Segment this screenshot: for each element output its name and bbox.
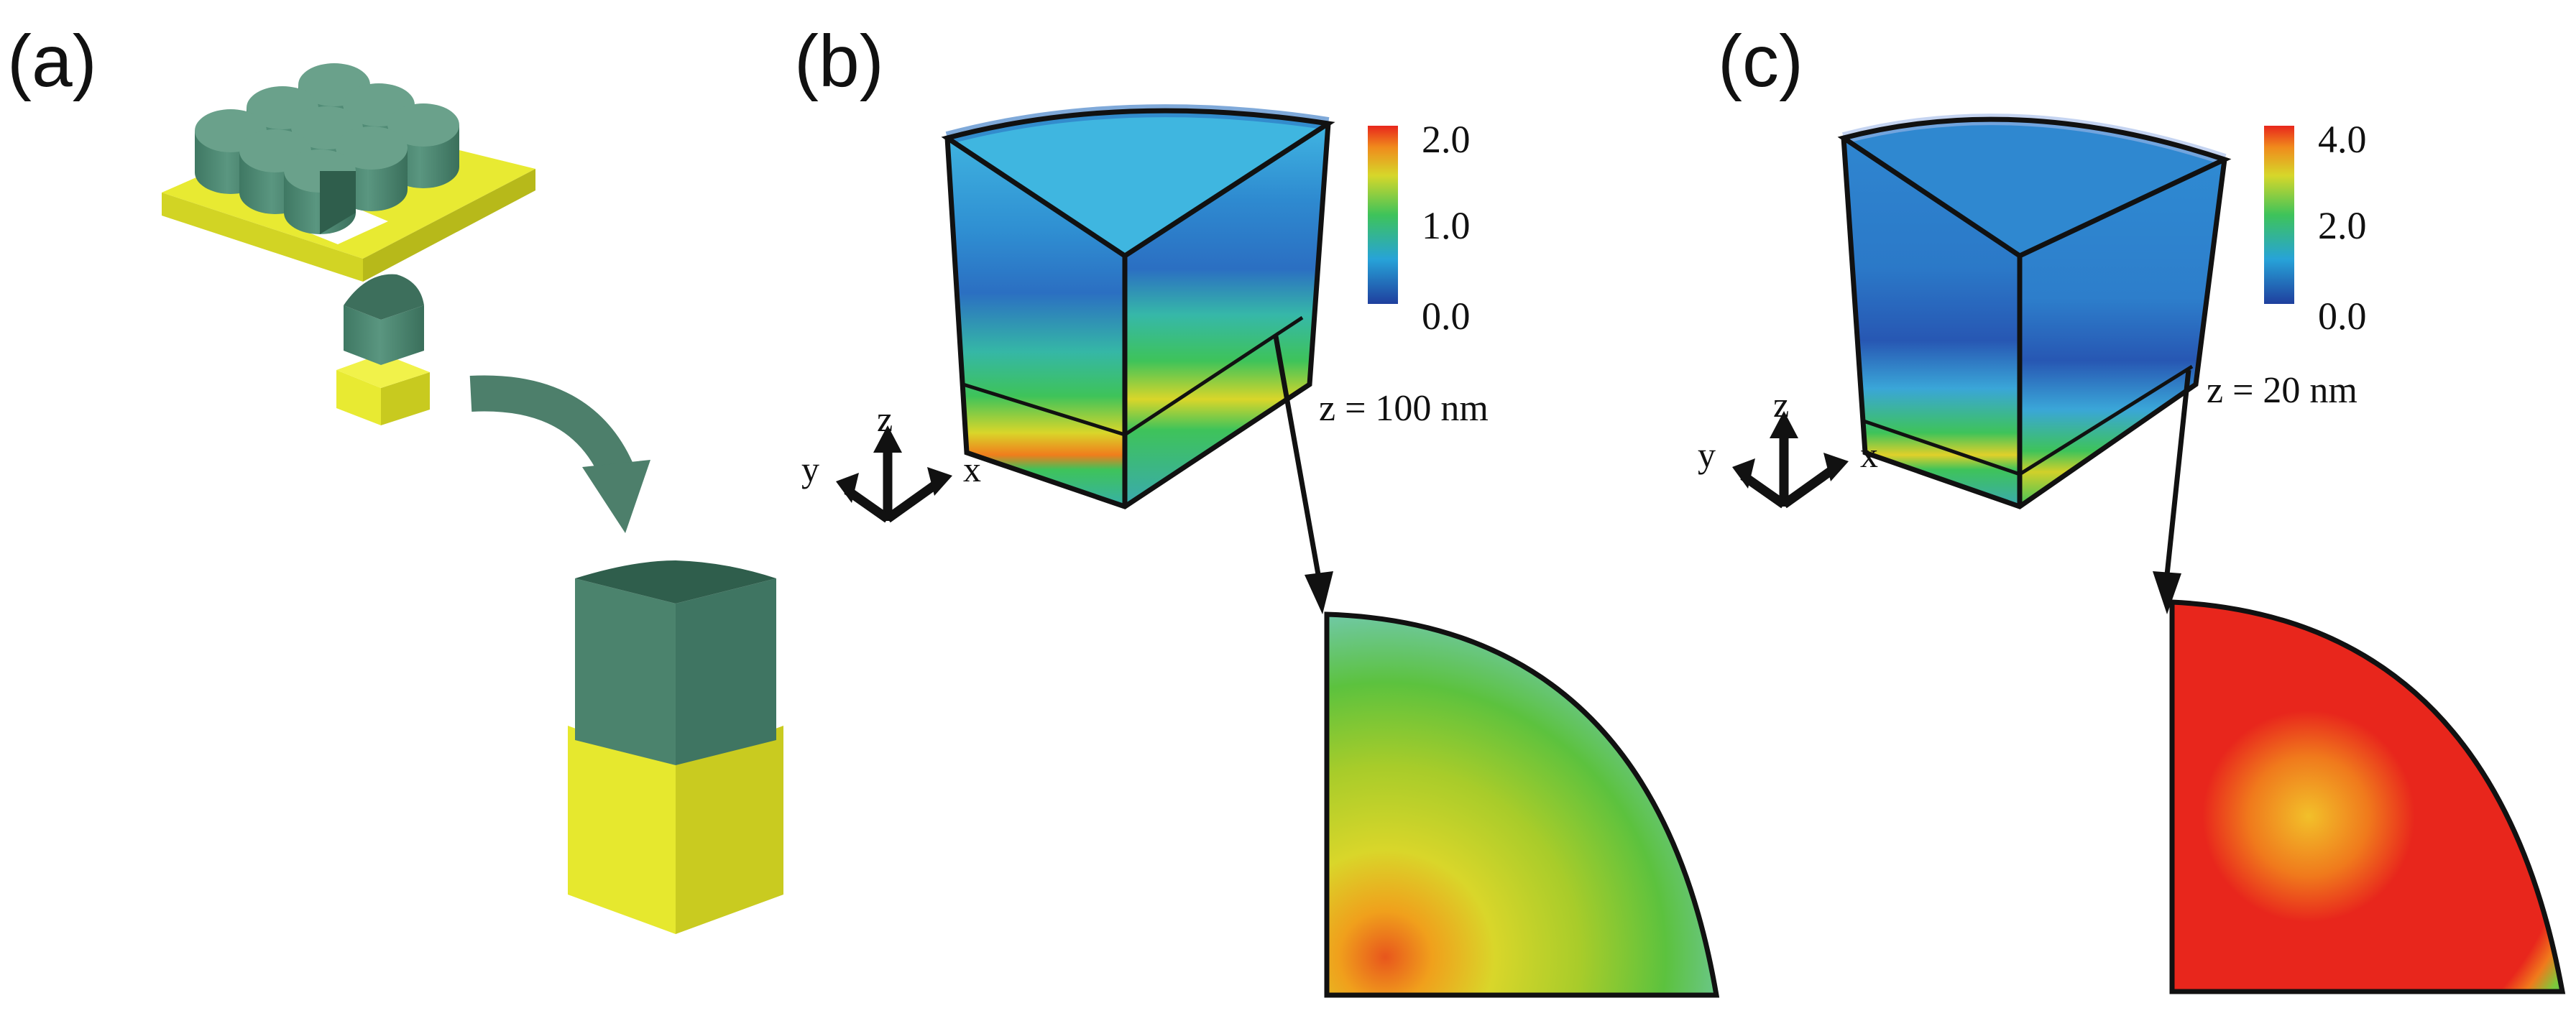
pillar-grid (195, 63, 459, 234)
panel-c-leader-arrow (2153, 369, 2191, 614)
panel-c-axis-z: z (1773, 384, 1789, 425)
panel-b-right-face (1125, 124, 1328, 507)
panel-b-field-cube (941, 104, 1335, 509)
panel-c-colorbar-mid: 2.0 (2318, 204, 2367, 247)
panel-b-inset-field (1327, 614, 1716, 995)
panel-b-axis-z: z (877, 399, 893, 439)
unit-cell-small (336, 274, 430, 425)
panel-b-axis-x: x (963, 449, 981, 489)
unit-cell-small-substrate-left (336, 370, 381, 425)
panel-c-colorbar-max: 4.0 (2318, 118, 2367, 161)
unit-cell-large-pillar-right (676, 578, 776, 765)
panel-c-inset-field (2172, 602, 2562, 992)
curved-arrow-head (582, 460, 650, 533)
panel-b-slice-line (962, 315, 1304, 437)
unit-cell-large-substrate-left (568, 726, 676, 934)
pillar-cut-notch (320, 171, 356, 234)
unit-cell-small-pillar-top (344, 274, 424, 320)
panel-c-colorbar-min: 0.0 (2318, 295, 2367, 338)
panel-b-slice-label: z = 100 nm (1319, 388, 1489, 429)
panel-b-slice-inset (1324, 611, 1720, 998)
pillar-top (387, 103, 459, 147)
curved-arrow (469, 375, 635, 482)
unit-cell-large (568, 560, 783, 934)
panel-b-axis-y: y (801, 449, 819, 489)
panel-c-slice-inset (2169, 599, 2566, 994)
panel-b-colorbar-mid: 1.0 (1422, 204, 1471, 247)
panel-c-left-face (1844, 138, 2020, 507)
panel-c-axis-x: x (1860, 435, 1878, 475)
panel-c-axis-triad: z y x (1698, 384, 1878, 509)
panel-b-left-face (947, 138, 1125, 507)
panel-b-colorbar: 2.0 1.0 0.0 (1368, 118, 1471, 338)
panel-c-field-cube (1837, 114, 2232, 509)
panel-c-slice-line (1861, 364, 2194, 476)
panel-b-colorbar-rect (1368, 126, 1398, 304)
unit-cell-small-substrate-right (381, 372, 430, 425)
pillar-cut (284, 149, 356, 234)
panel-c-colorbar-rect (2264, 126, 2294, 304)
panel-c-label: (c) (1718, 20, 1803, 102)
panel-b-label: (b) (794, 20, 884, 102)
panel-c-axis-y: y (1698, 435, 1716, 475)
panel-b-colorbar-min: 0.0 (1422, 295, 1471, 338)
panel-c-colorbar: 4.0 2.0 0.0 (2264, 118, 2367, 338)
panel-b-leader-arrow (1273, 336, 1333, 614)
panel-b-axis-triad: z y x (801, 399, 981, 523)
panel-c-right-face (2020, 160, 2225, 507)
panel-a-label: (a) (7, 20, 97, 102)
panel-c-top-face (1844, 119, 2225, 256)
unit-cell-small-pillar (344, 305, 424, 365)
unit-cell-large-substrate-right (676, 726, 783, 934)
unit-cell-large-pillar-left (575, 578, 676, 765)
unit-cell-large-pillar-top (575, 560, 776, 604)
substrate-left-face (162, 193, 363, 282)
unit-cell-small-substrate-top (336, 354, 430, 388)
panel-b-colorbar-max: 2.0 (1422, 118, 1471, 161)
panel-b-top-face (947, 111, 1328, 256)
panel-c-slice-label: z = 20 nm (2207, 370, 2358, 411)
pillar-top (336, 126, 408, 170)
substrate-right-face (363, 169, 535, 282)
